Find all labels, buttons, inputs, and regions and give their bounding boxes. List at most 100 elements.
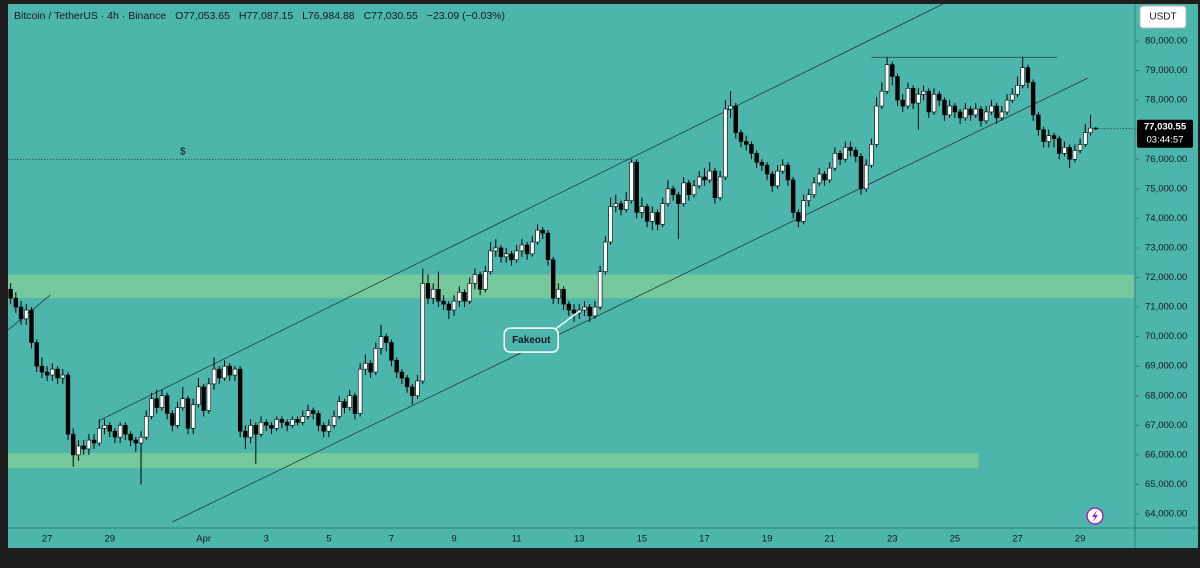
candle-body (957, 111, 963, 119)
candle-body (837, 153, 843, 160)
candle-body (1020, 67, 1025, 86)
y-tick-label: 67,000.00 (1145, 420, 1187, 431)
candle-body (561, 289, 566, 305)
candle-body (284, 422, 290, 426)
x-tick-label: 17 (699, 534, 710, 545)
y-tick-label: 69,000.00 (1145, 361, 1187, 372)
trend-line (172, 77, 1089, 523)
candle-body (780, 164, 785, 172)
candle-body (650, 212, 655, 222)
candle-body (530, 241, 535, 255)
candle-body (1057, 138, 1062, 154)
lightning-icon (1092, 510, 1098, 522)
candle-body (681, 182, 686, 204)
candle-body (806, 194, 812, 201)
candle-body (545, 232, 551, 261)
candle-body (853, 150, 858, 157)
candle-body (232, 368, 238, 376)
trend-line (100, 2, 946, 421)
x-tick-label: 29 (104, 534, 115, 545)
candle-body (305, 410, 311, 417)
x-tick-label: 9 (451, 534, 456, 545)
candle-body (441, 300, 446, 305)
candle-body (1046, 135, 1051, 142)
y-tick-label: 68,000.00 (1145, 390, 1187, 401)
y-tick-label: 64,000.00 (1145, 509, 1187, 520)
candle-body (978, 108, 984, 122)
candle-body (112, 430, 118, 438)
candle-body (243, 430, 248, 438)
candle-body (764, 164, 770, 175)
candle-body (436, 289, 441, 302)
candle-body (566, 303, 572, 311)
price-tag (1137, 119, 1193, 148)
candle-body (253, 425, 259, 435)
candle-body (707, 170, 712, 181)
candle-body (76, 445, 81, 456)
candle-body (368, 362, 373, 373)
candle-body (1025, 67, 1031, 83)
candle-body (728, 105, 733, 110)
candle-body (968, 108, 973, 116)
x-tick-label: 19 (762, 534, 773, 545)
candle-body (290, 419, 295, 426)
candle-body (874, 105, 879, 145)
candle-body (337, 401, 342, 417)
candle-body (790, 179, 796, 213)
candle-body (624, 200, 629, 210)
x-tick-label: 21 (824, 534, 835, 545)
candle-body (556, 289, 561, 299)
candle-body (884, 64, 890, 92)
candle-body (796, 212, 801, 222)
candle-body (817, 173, 822, 184)
candle-body (342, 401, 347, 408)
candle-body (451, 300, 457, 311)
candle-body (457, 291, 462, 302)
trend-line (7, 294, 51, 331)
candle-body (999, 111, 1005, 119)
candle-body (1093, 127, 1098, 130)
candle-body (102, 425, 107, 429)
candle-body (618, 203, 624, 210)
x-tick-label: 25 (950, 534, 961, 545)
candle-body (472, 274, 478, 284)
currency[interactable]: USDT (1149, 12, 1176, 23)
candle-body (170, 413, 175, 426)
candle-body (723, 108, 728, 178)
candle-body (357, 368, 363, 414)
candle-body (133, 439, 139, 444)
candle-body (237, 368, 243, 432)
candle-body (420, 283, 425, 382)
x-tick-label: 15 (637, 534, 648, 545)
candle-body (128, 433, 133, 441)
candle-body (180, 398, 185, 408)
candle-body (770, 173, 775, 187)
candle-body (498, 247, 504, 258)
currency-button[interactable] (1139, 5, 1187, 29)
candle-body (1010, 93, 1015, 101)
candle-body (29, 309, 34, 343)
candle-body (462, 291, 467, 302)
y-tick-label: 79,000.00 (1145, 65, 1187, 76)
candle-body (300, 416, 305, 423)
y-tick-label: 80,000.00 (1145, 36, 1187, 47)
candle-body (269, 425, 274, 429)
candle-body (123, 425, 128, 435)
candle-body (24, 309, 29, 320)
y-tick-label: 73,000.00 (1145, 242, 1187, 253)
y-tick-label: 70,000.00 (1145, 331, 1187, 342)
candle-body (524, 244, 530, 255)
ohlc-open: O77,053.65 (175, 10, 230, 22)
candle-body (702, 176, 707, 181)
candle-body (363, 362, 368, 370)
candle-body (890, 64, 895, 77)
candle-body (994, 105, 999, 119)
candle-body (326, 425, 332, 432)
candle-body (869, 144, 874, 166)
candle-body (509, 253, 514, 261)
candle-body (185, 398, 191, 429)
candle-body (785, 164, 791, 181)
symbol: Bitcoin / TetherUS · 4h · Binance (14, 10, 166, 22)
candle-body (321, 425, 326, 432)
x-tick-label: 27 (1012, 534, 1023, 545)
